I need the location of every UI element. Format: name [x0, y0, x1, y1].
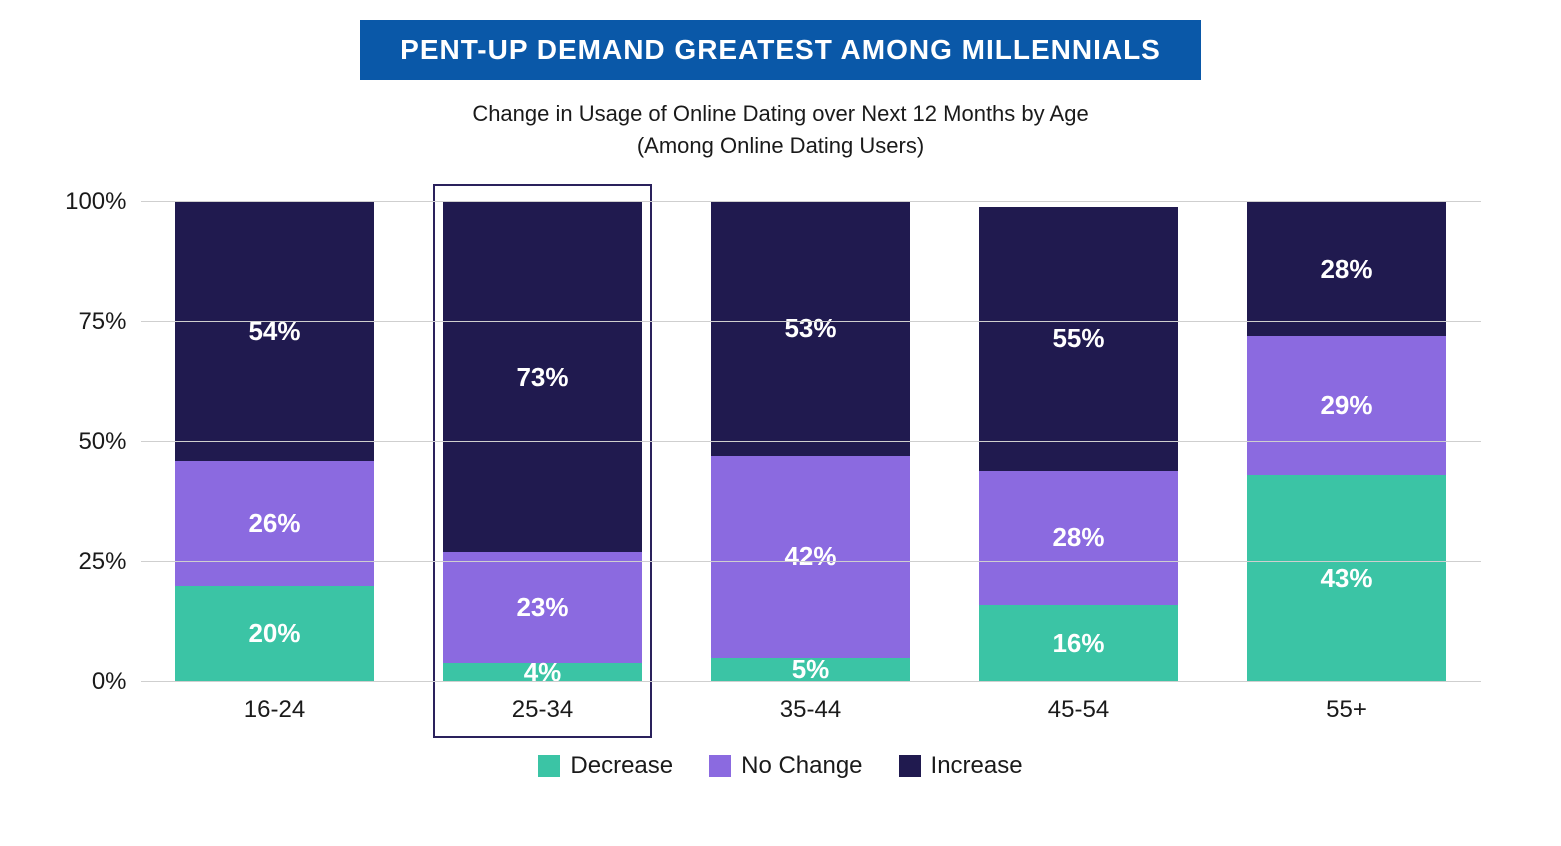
y-tick-label: 100%: [65, 188, 140, 216]
plot: 54%26%20%16-2473%23%4%25-3453%42%5%35-44…: [141, 202, 1481, 682]
bar-slot: 53%42%5%35-44: [677, 202, 945, 682]
bar-segment-label: 42%: [784, 541, 836, 572]
legend-item-decrease: Decrease: [538, 752, 673, 780]
x-tick-label: 55+: [1326, 682, 1367, 724]
bar-segment-nochange: 23%: [443, 552, 641, 662]
legend-swatch: [709, 755, 731, 777]
chart-area: 54%26%20%16-2473%23%4%25-3453%42%5%35-44…: [41, 202, 1521, 682]
legend-label: Increase: [931, 752, 1023, 780]
y-tick-label: 25%: [78, 548, 140, 576]
bar-segment-label: 28%: [1052, 522, 1104, 553]
bar-slot: 54%26%20%16-24: [141, 202, 409, 682]
gridline: 100%: [141, 201, 1481, 202]
bar-segment-label: 28%: [1320, 254, 1372, 285]
gridline: 0%: [141, 681, 1481, 682]
bar-segment-nochange: 42%: [711, 456, 909, 658]
bar: 53% 42% 5%: [711, 202, 909, 682]
bar-segment-increase: 28%: [1247, 202, 1445, 336]
legend-label: No Change: [741, 752, 862, 780]
bar: 55% 28% 16%: [979, 202, 1177, 682]
bar: 54% 26% 20%: [175, 202, 373, 682]
bar: 28% 29% 43%: [1247, 202, 1445, 682]
bar-segment-label: 16%: [1052, 628, 1104, 659]
bar-segment-nochange: 28%: [979, 471, 1177, 605]
gridline: 25%: [141, 561, 1481, 562]
legend-item-increase: Increase: [899, 752, 1023, 780]
subtitle-line-2: (Among Online Dating Users): [637, 133, 924, 158]
bar-segment-decrease: 20%: [175, 586, 373, 682]
legend-swatch: [899, 755, 921, 777]
bar-segment-nochange: 29%: [1247, 336, 1445, 475]
bar-segment-increase: 53%: [711, 202, 909, 456]
bar-segment-label: 29%: [1320, 390, 1372, 421]
bar-slot: 28%29%43%55+: [1213, 202, 1481, 682]
gridline: 50%: [141, 441, 1481, 442]
bars-row: 54%26%20%16-2473%23%4%25-3453%42%5%35-44…: [141, 202, 1481, 682]
y-tick-label: 0%: [92, 668, 141, 696]
bar-segment-increase: 54%: [175, 202, 373, 461]
y-tick-label: 75%: [78, 308, 140, 336]
bar-segment-label: 43%: [1320, 563, 1372, 594]
gridline: 75%: [141, 321, 1481, 322]
y-tick-label: 50%: [78, 428, 140, 456]
bar: 73% 23% 4%: [443, 202, 641, 682]
x-tick-label: 35-44: [780, 682, 841, 724]
bar-segment-decrease: 4%: [443, 663, 641, 682]
bar-segment-label: 26%: [248, 508, 300, 539]
x-tick-label: 45-54: [1048, 682, 1109, 724]
bar-segment-label: 73%: [516, 362, 568, 393]
bar-segment-decrease: 43%: [1247, 475, 1445, 681]
bar-segment-nochange: 26%: [175, 461, 373, 586]
x-tick-label: 25-34: [512, 682, 573, 724]
bar-segment-label: 20%: [248, 618, 300, 649]
bar-segment-increase: 73%: [443, 202, 641, 552]
figure: PENT-UP DEMAND GREATEST AMONG MILLENNIAL…: [41, 20, 1521, 780]
chart-subtitle: Change in Usage of Online Dating over Ne…: [41, 98, 1521, 162]
bar-slot: 55%28%16%45-54: [945, 202, 1213, 682]
bar-segment-label: 55%: [1052, 323, 1104, 354]
bar-segment-decrease: 16%: [979, 605, 1177, 682]
legend-item-nochange: No Change: [709, 752, 862, 780]
bar-segment-label: 23%: [516, 592, 568, 623]
legend: Decrease No Change Increase: [41, 752, 1521, 780]
legend-swatch: [538, 755, 560, 777]
x-tick-label: 16-24: [244, 682, 305, 724]
bar-segment-label: 53%: [784, 313, 836, 344]
subtitle-line-1: Change in Usage of Online Dating over Ne…: [472, 101, 1088, 126]
chart-title: PENT-UP DEMAND GREATEST AMONG MILLENNIAL…: [360, 20, 1201, 80]
bar-slot: 73%23%4%25-34: [409, 202, 677, 682]
bar-segment-increase: 55%: [979, 207, 1177, 471]
bar-segment-decrease: 5%: [711, 658, 909, 682]
legend-label: Decrease: [570, 752, 673, 780]
